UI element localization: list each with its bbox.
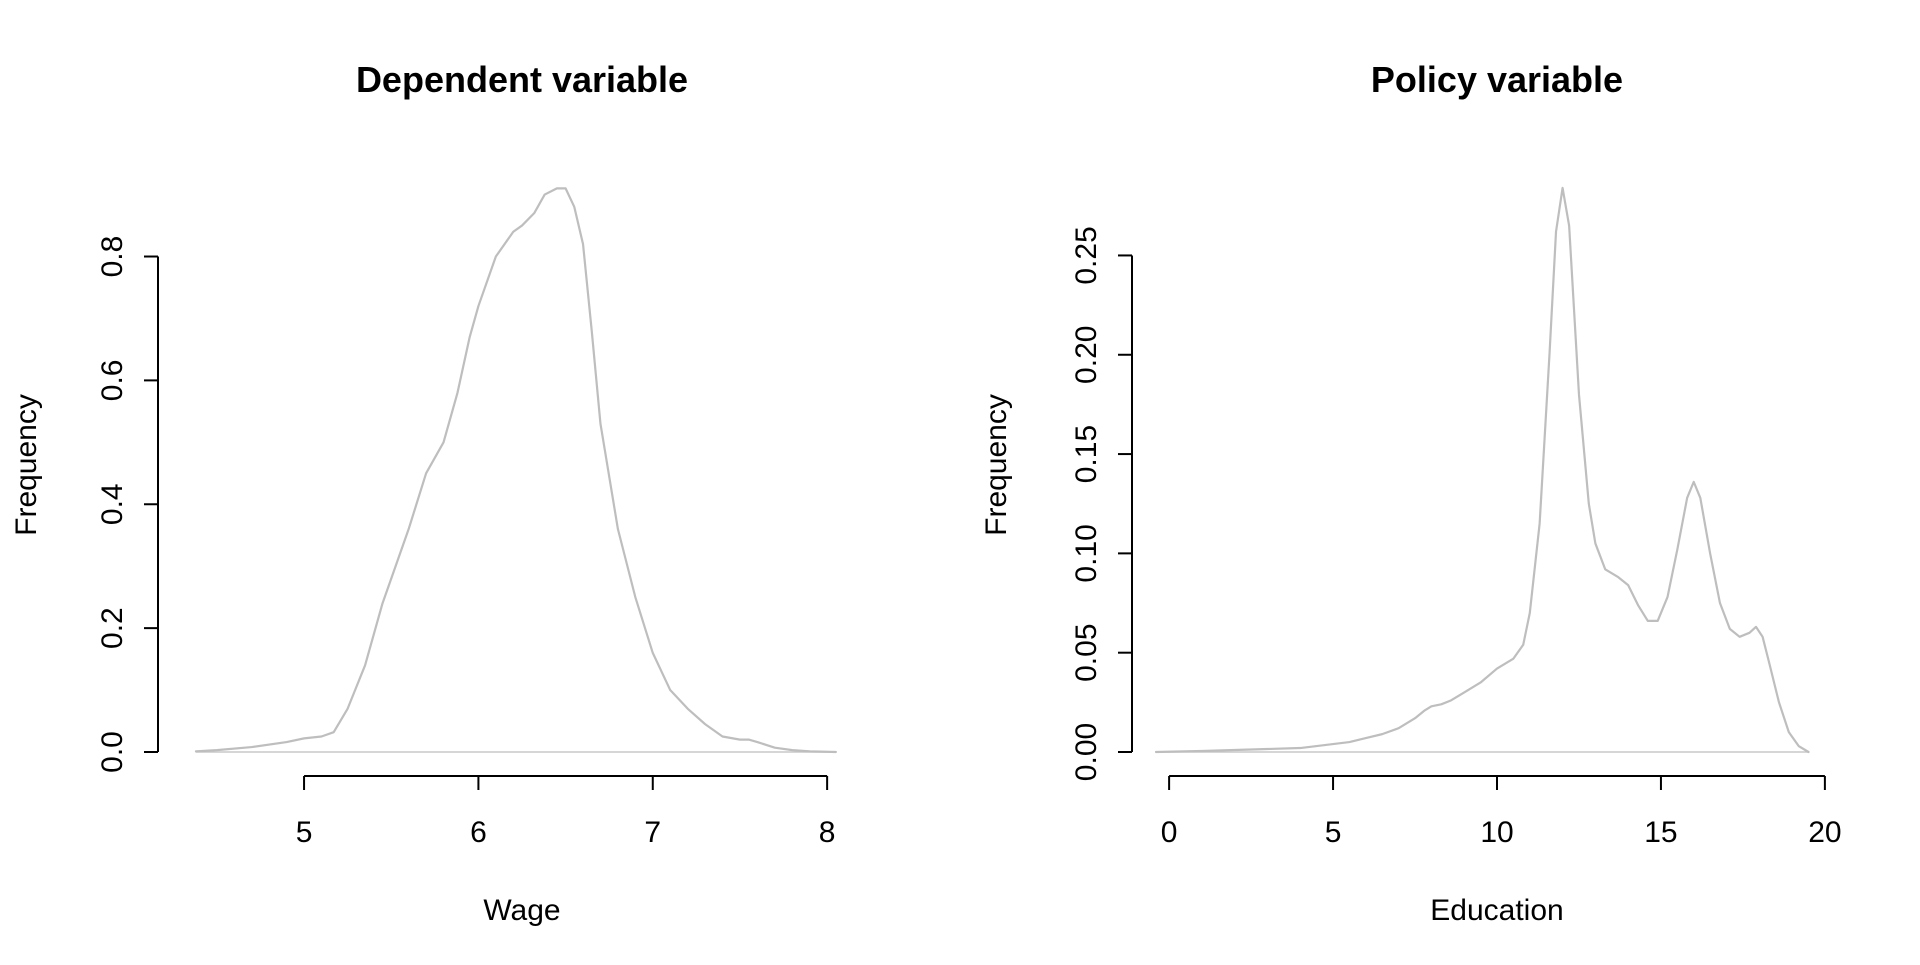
y-axis-label-wage: Frequency — [10, 394, 43, 536]
y-tick-label: 0.6 — [96, 360, 129, 402]
y-tick-label: 0.00 — [1070, 723, 1103, 781]
x-tick-label: 0 — [1161, 816, 1178, 849]
x-tick-label: 6 — [470, 816, 487, 849]
density-line-wage — [194, 187, 837, 754]
y-tick-label: 0.25 — [1070, 226, 1103, 284]
x-tick-label: 7 — [644, 816, 661, 849]
density-line-education — [1154, 186, 1810, 754]
plot-area-wage — [194, 187, 837, 754]
chart-title-wage: Dependent variable — [356, 59, 688, 100]
x-tick-label: 8 — [819, 816, 836, 849]
chart-title-education: Policy variable — [1371, 59, 1623, 100]
y-axis-label-education: Frequency — [980, 394, 1013, 536]
y-axis-education: 0.00 0.05 0.10 0.15 0.20 0.25 — [1070, 226, 1133, 781]
x-axis-label-wage: Wage — [483, 894, 560, 927]
y-tick-label: 0.4 — [96, 483, 129, 525]
plot-area-education — [1154, 186, 1810, 754]
x-tick-label: 20 — [1808, 816, 1841, 849]
x-tick-label: 15 — [1644, 816, 1677, 849]
y-tick-label: 0.8 — [96, 236, 129, 278]
x-axis-wage: 5 6 7 8 — [296, 775, 836, 849]
x-tick-label: 5 — [1325, 816, 1342, 849]
x-axis-education: 0 5 10 15 20 — [1161, 775, 1842, 849]
panel-wage: Dependent variable Wage Frequency 0.0 0.2… — [10, 59, 837, 927]
y-axis-wage: 0.0 0.2 0.4 0.6 0.8 — [96, 236, 159, 773]
x-axis-label-education: Education — [1430, 894, 1563, 927]
x-tick-label: 5 — [296, 816, 313, 849]
y-tick-label: 0.2 — [96, 607, 129, 649]
x-tick-label: 10 — [1480, 816, 1513, 849]
y-tick-label: 0.0 — [96, 731, 129, 773]
y-tick-label: 0.20 — [1070, 326, 1103, 384]
y-tick-label: 0.15 — [1070, 425, 1103, 483]
y-tick-label: 0.05 — [1070, 623, 1103, 681]
panel-education: Policy variable Education Frequency 0.00… — [980, 59, 1842, 927]
y-tick-label: 0.10 — [1070, 524, 1103, 582]
